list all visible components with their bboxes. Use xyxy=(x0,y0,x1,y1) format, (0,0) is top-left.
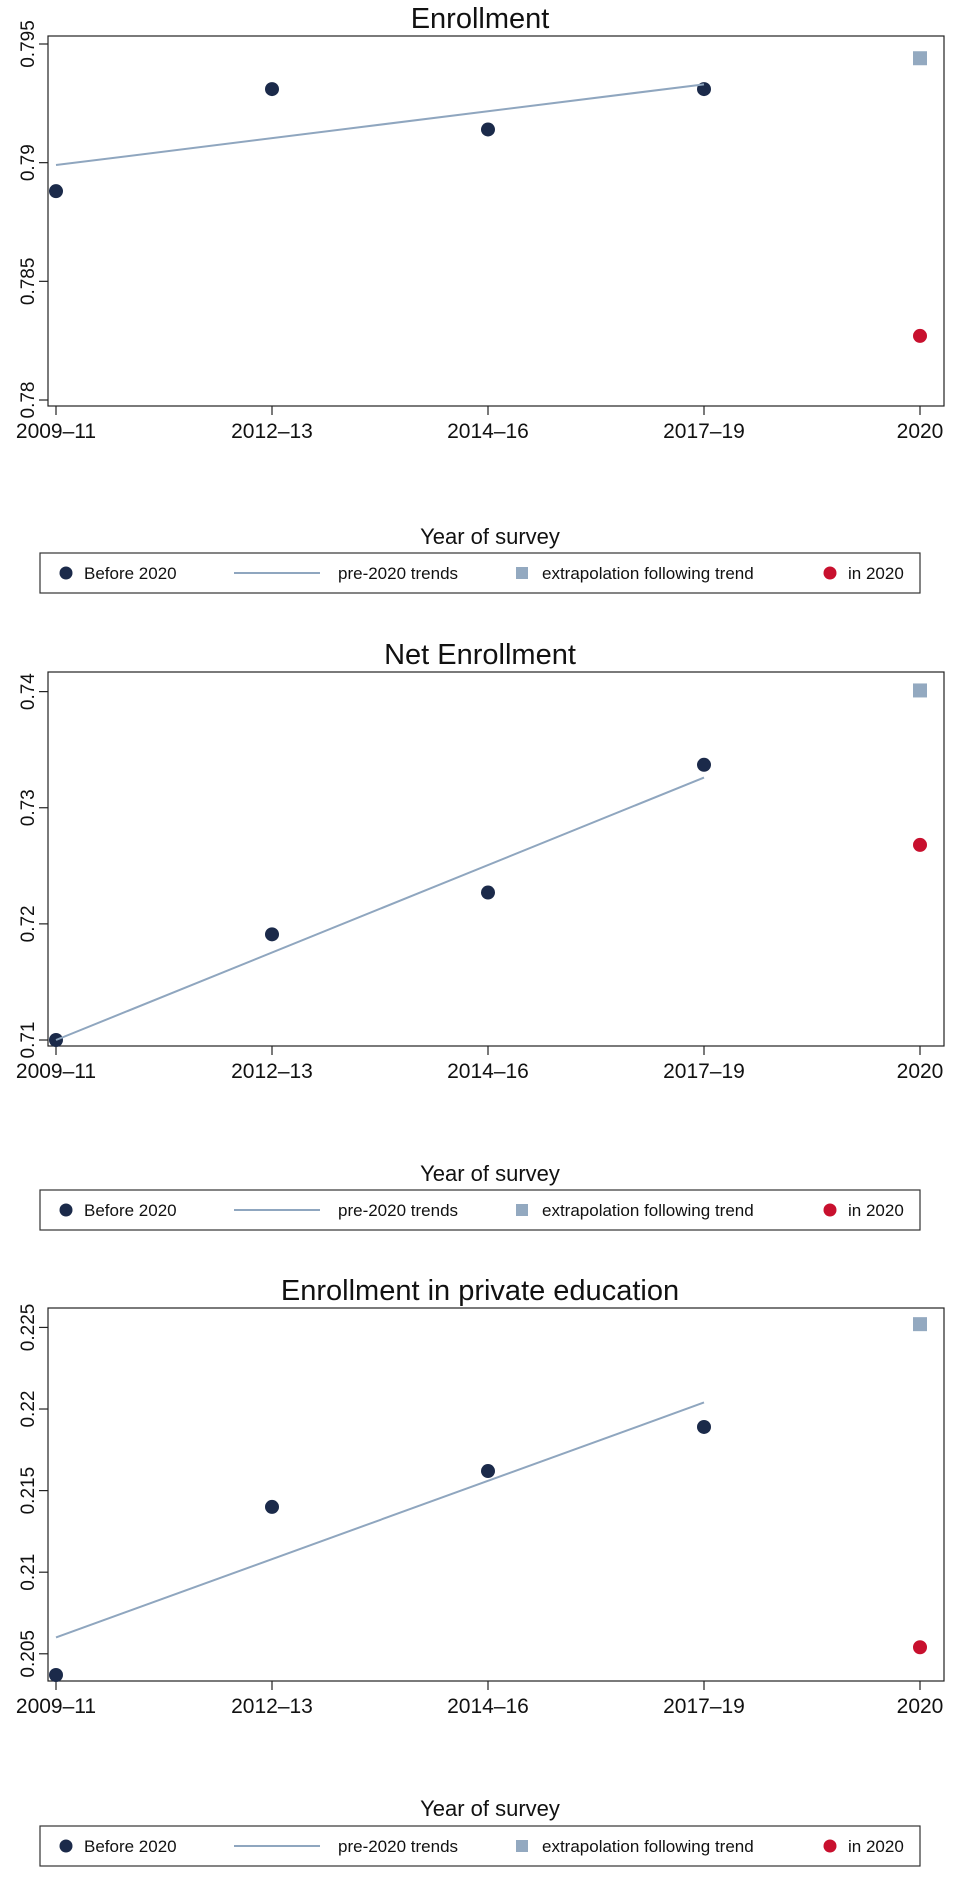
y-tick-label: 0.785 xyxy=(18,258,39,306)
y-tick-label: 0.215 xyxy=(18,1467,39,1515)
trend-line xyxy=(55,83,705,167)
x-tick-label: 2017–19 xyxy=(663,1695,745,1718)
y-tick-label: 0.795 xyxy=(18,20,39,68)
x-tick-label: 2017–19 xyxy=(663,1060,745,1083)
before-2020-point xyxy=(49,1668,63,1682)
chart-panel-net-enrollment: Net Enrollment 0.71 0.72 0.73 0.74 2009–11 20… xyxy=(16,639,945,1186)
legend-label-extrapolation: extrapolation following trend xyxy=(542,564,754,583)
plot-area: 0.71 0.72 0.73 0.74 2009–11 2012–13 2014–16 201… xyxy=(16,671,945,1083)
x-tick-label: 2012–13 xyxy=(231,420,313,443)
chart-title: Enrollment in private education xyxy=(281,1275,679,1307)
in-2020-point xyxy=(913,328,927,343)
chart-title: Enrollment xyxy=(411,3,550,35)
y-tick-label: 0.22 xyxy=(18,1391,39,1428)
y-tick-label: 0.73 xyxy=(18,789,39,826)
before-2020-point xyxy=(265,927,279,942)
legend-marker-extrapolation xyxy=(516,1204,528,1216)
plot-frame xyxy=(47,35,945,407)
legend-label-before: Before 2020 xyxy=(84,1201,177,1220)
x-tick-label: 2014–16 xyxy=(447,1060,529,1083)
plot-frame xyxy=(47,1307,945,1682)
x-axis-label: Year of survey xyxy=(420,524,560,549)
y-tick-label: 0.21 xyxy=(18,1554,39,1591)
y-tick-label: 0.225 xyxy=(18,1304,39,1352)
x-tick-label: 2014–16 xyxy=(447,420,529,443)
legend-box xyxy=(39,552,921,594)
chart-panel-enrollment: Enrollment 0.78 0.785 0.79 0.795 2009–11 2012… xyxy=(16,3,945,549)
trend-line xyxy=(55,1401,705,1639)
before-2020-point xyxy=(49,184,63,199)
x-tick-label: 2020 xyxy=(897,1060,944,1083)
legend-label-in-2020: in 2020 xyxy=(848,1201,904,1220)
legend-label-trend: pre-2020 trends xyxy=(338,564,458,583)
legend-marker-before xyxy=(59,566,73,580)
before-2020-point xyxy=(265,1499,279,1514)
legend-label-trend: pre-2020 trends xyxy=(338,1837,458,1856)
chart-panel-private-education: Enrollment in private education 0.2050.2… xyxy=(16,1275,945,1821)
legend-marker-before xyxy=(59,1839,73,1853)
legend-box xyxy=(39,1825,921,1867)
legend: Before 2020 pre-2020 trends extrapolation … xyxy=(39,1189,921,1231)
x-tick-label: 2020 xyxy=(897,1695,944,1718)
plot-area: 0.78 0.785 0.79 0.795 2009–11 2012–13 2014–16 2… xyxy=(16,20,945,443)
extrapolation-point xyxy=(913,1317,927,1332)
legend-label-in-2020: in 2020 xyxy=(848,564,904,583)
before-2020-point xyxy=(481,885,495,900)
legend-box xyxy=(39,1189,921,1231)
legend-marker-extrapolation xyxy=(516,1840,528,1852)
before-2020-point xyxy=(481,1464,495,1479)
y-tick-label: 0.71 xyxy=(18,1022,39,1059)
before-2020-point xyxy=(481,122,495,137)
x-tick-label: 2012–13 xyxy=(231,1060,313,1083)
x-tick-label: 2012–13 xyxy=(231,1695,313,1718)
extrapolation-point xyxy=(913,683,927,698)
legend-label-extrapolation: extrapolation following trend xyxy=(542,1201,754,1220)
x-axis-label: Year of survey xyxy=(420,1161,560,1186)
x-tick-label: 2009–11 xyxy=(16,420,96,443)
y-tick-label: 0.72 xyxy=(18,905,39,942)
legend-marker-before xyxy=(59,1203,73,1217)
y-tick-label: 0.205 xyxy=(18,1630,39,1678)
x-tick-label: 2020 xyxy=(897,420,944,443)
legend: Before 2020 pre-2020 trends extrapolation … xyxy=(39,1825,921,1867)
y-tick-label: 0.79 xyxy=(18,144,39,181)
plot-area: 0.205 0.21 0.215 0.22 0.225 2009–11 2012–13 201… xyxy=(16,1304,945,1718)
extrapolation-point xyxy=(913,51,927,66)
legend-marker-in-2020 xyxy=(823,1839,837,1853)
in-2020-point xyxy=(913,837,927,852)
y-tick-label: 0.74 xyxy=(18,673,39,710)
legend-label-trend: pre-2020 trends xyxy=(338,1201,458,1220)
trend-line xyxy=(55,776,705,1041)
plot-frame xyxy=(47,671,945,1047)
before-2020-point xyxy=(265,82,279,97)
legend-label-extrapolation: extrapolation following trend xyxy=(542,1837,754,1856)
x-tick-label: 2009–11 xyxy=(16,1695,96,1718)
legend-label-in-2020: in 2020 xyxy=(848,1837,904,1856)
before-2020-point xyxy=(697,1419,711,1434)
legend-marker-in-2020 xyxy=(823,566,837,580)
x-tick-label: 2014–16 xyxy=(447,1695,529,1718)
in-2020-point xyxy=(913,1640,927,1655)
legend-label-before: Before 2020 xyxy=(84,1837,177,1856)
legend-marker-in-2020 xyxy=(823,1203,837,1217)
legend: Before 2020 pre-2020 trends extrapolation … xyxy=(39,552,921,594)
y-tick-label: 0.78 xyxy=(18,382,39,419)
x-tick-label: 2017–19 xyxy=(663,420,745,443)
chart-title: Net Enrollment xyxy=(384,639,576,671)
before-2020-point xyxy=(697,757,711,772)
x-tick-label: 2009–11 xyxy=(16,1060,96,1083)
legend-label-before: Before 2020 xyxy=(84,564,177,583)
legend-marker-extrapolation xyxy=(516,567,528,579)
x-axis-label: Year of survey xyxy=(420,1796,560,1821)
